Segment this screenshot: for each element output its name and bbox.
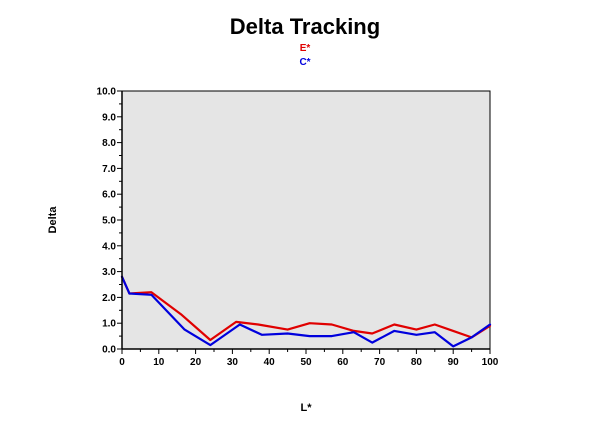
plot-area <box>121 90 491 350</box>
y-tick-label: 2.0 <box>102 293 116 304</box>
series-line-c <box>120 275 492 348</box>
y-tick-label: 9.0 <box>102 112 116 123</box>
x-tick-label: 10 <box>153 357 165 368</box>
chart-title: Delta Tracking <box>230 14 380 39</box>
series-lines <box>120 275 492 348</box>
x-tick-label: 100 <box>482 357 499 368</box>
y-tick-label: 5.0 <box>102 216 116 227</box>
y-tick-label: 0.0 <box>102 345 116 356</box>
x-tick-label: 80 <box>411 357 423 368</box>
y-tick-label: 1.0 <box>102 319 116 330</box>
y-axis-label: Delta <box>47 206 59 234</box>
x-tick-label: 90 <box>448 357 460 368</box>
x-tick-label: 60 <box>337 357 349 368</box>
x-axis-label: L* <box>301 402 313 414</box>
y-tick-label: 4.0 <box>102 241 116 252</box>
x-tick-label: 0 <box>119 357 125 368</box>
legend-entry-c: C* <box>299 57 310 68</box>
y-tick-label: 3.0 <box>102 267 116 278</box>
x-tick-label: 30 <box>227 357 239 368</box>
x-tick-label: 50 <box>300 357 312 368</box>
legend-entry-e: E* <box>300 43 311 54</box>
x-tick-label: 20 <box>190 357 202 368</box>
y-tick-label: 8.0 <box>102 138 116 149</box>
axes <box>121 91 490 350</box>
x-tick-label: 40 <box>264 357 276 368</box>
x-tick-label: 70 <box>374 357 386 368</box>
series-line-e <box>120 275 492 342</box>
y-tick-label: 6.0 <box>102 190 116 201</box>
y-tick-label: 7.0 <box>102 164 116 175</box>
y-tick-label: 10.0 <box>97 87 117 98</box>
